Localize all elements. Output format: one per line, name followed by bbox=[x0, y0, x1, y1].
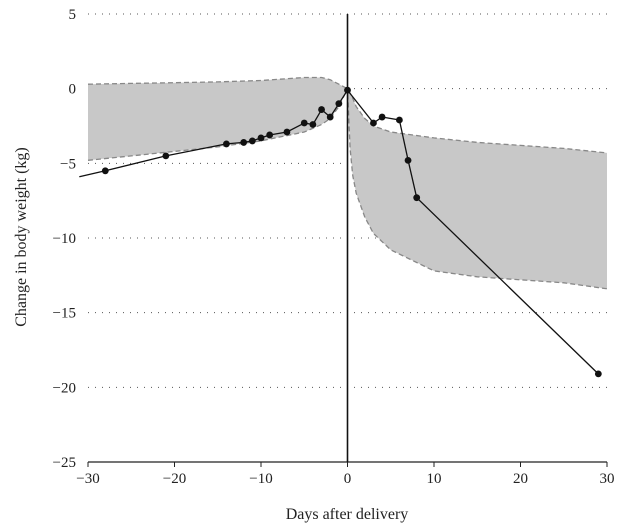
data-point bbox=[344, 86, 351, 94]
x-tick-label: −30 bbox=[76, 471, 99, 487]
y-tick-label: −10 bbox=[53, 231, 76, 247]
data-point bbox=[240, 139, 248, 146]
y-tick-label: 5 bbox=[69, 7, 77, 23]
y-tick-label: 0 bbox=[69, 82, 77, 98]
data-point bbox=[413, 194, 421, 202]
data-point bbox=[594, 370, 602, 378]
y-tick-label: −5 bbox=[60, 156, 76, 172]
y-axis-label: Change in body weight (kg) bbox=[13, 147, 30, 327]
data-point bbox=[370, 119, 377, 127]
data-point bbox=[309, 121, 317, 128]
band-upper-edge bbox=[87, 76, 608, 154]
data-point bbox=[248, 137, 256, 145]
x-tick-label: −20 bbox=[163, 471, 186, 487]
x-tick-label: 10 bbox=[427, 471, 442, 487]
data-point bbox=[257, 134, 265, 142]
x-tick-label: 20 bbox=[513, 471, 528, 487]
data-point bbox=[326, 113, 334, 121]
data-point bbox=[300, 119, 308, 127]
x-tick-label: −10 bbox=[249, 471, 272, 487]
x-tick-label: 30 bbox=[600, 471, 615, 487]
tick-labels: −30 −20 −10 0 10 20 30 5 0 −5 −10 −15 −20 −25 bbox=[53, 7, 615, 487]
data-point bbox=[283, 128, 291, 136]
data-point bbox=[101, 167, 109, 175]
band-lower-edge bbox=[87, 88, 608, 290]
data-point bbox=[396, 116, 403, 124]
y-tick-label: −20 bbox=[53, 380, 76, 396]
band-fill bbox=[88, 77, 607, 289]
reference-band bbox=[87, 76, 608, 290]
data-point bbox=[404, 156, 412, 164]
y-tick-label: −15 bbox=[53, 306, 76, 322]
data-point bbox=[162, 152, 170, 160]
data-point bbox=[223, 140, 230, 148]
y-tick-label: −25 bbox=[53, 455, 76, 471]
data-point bbox=[266, 131, 274, 139]
data-series bbox=[79, 86, 602, 378]
data-point bbox=[378, 113, 386, 121]
x-axis-label: Days after delivery bbox=[286, 506, 409, 523]
data-point bbox=[318, 106, 325, 113]
x-tick-label: 0 bbox=[344, 471, 352, 487]
data-point bbox=[335, 100, 343, 107]
